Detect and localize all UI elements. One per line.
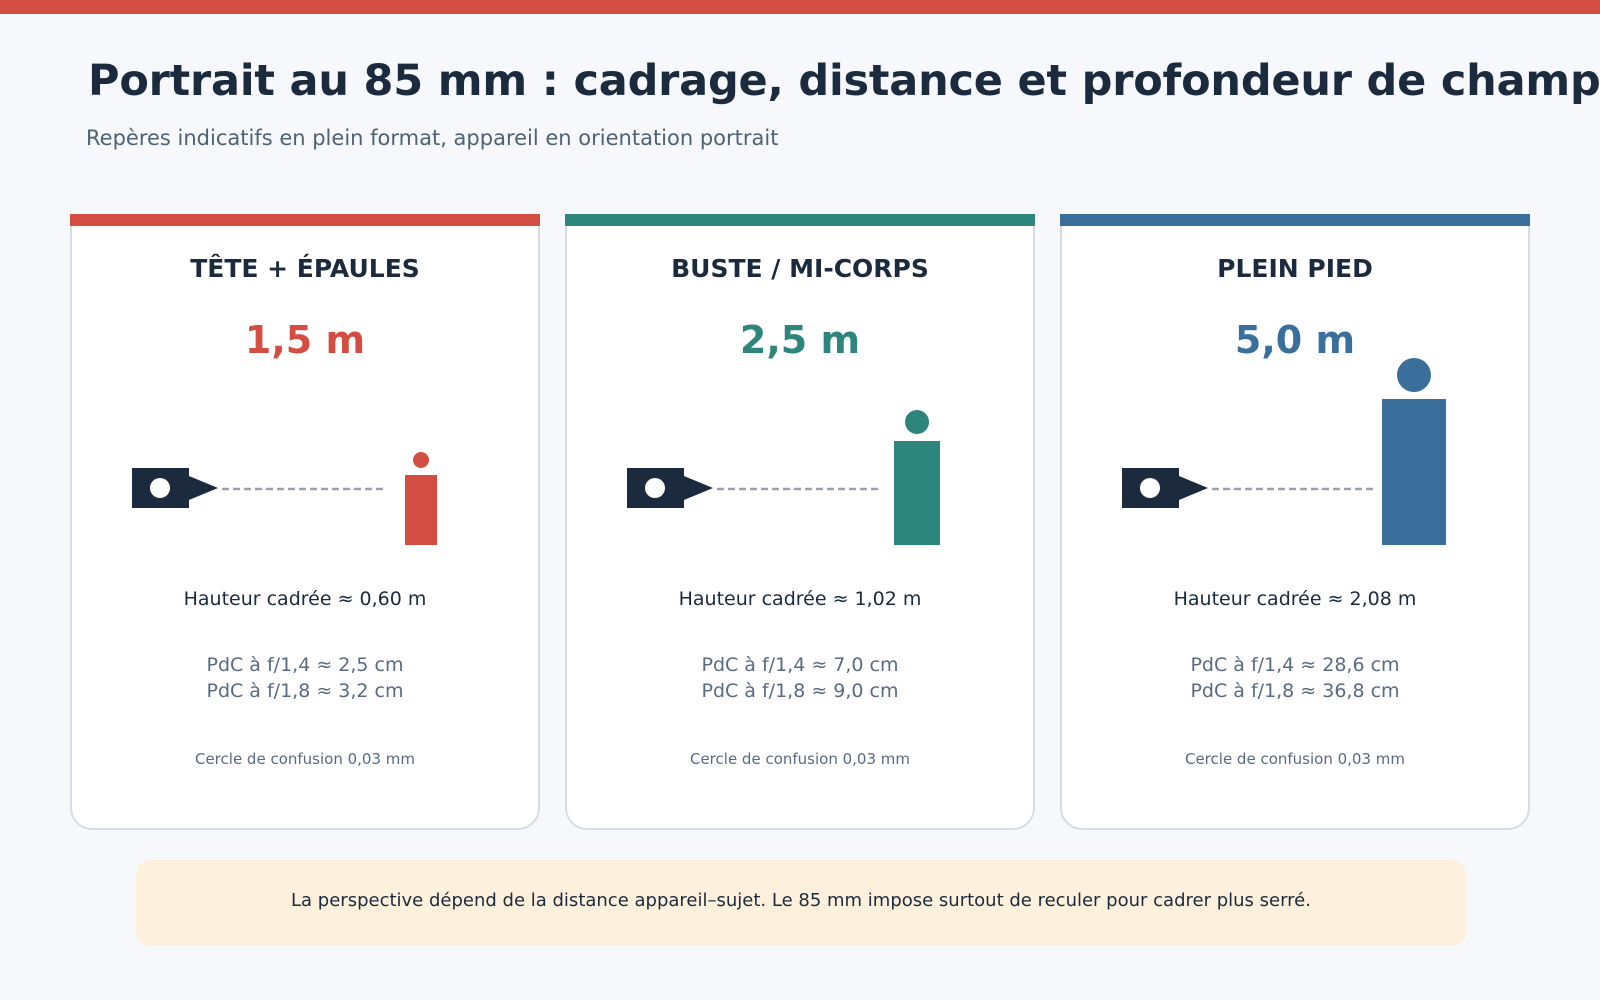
framing-card-head-shoulders: TÊTE + ÉPAULES 1,5 m Hauteur cadrée ≈ 0,…: [70, 214, 540, 830]
dof-f18: PdC à f/1,8 ≈ 3,2 cm: [206, 680, 404, 702]
card-accent-stripe: [1060, 214, 1530, 226]
camera-lens-dot: [1140, 478, 1160, 498]
person-body: [405, 475, 437, 545]
person-icon: [1382, 358, 1446, 545]
framed-height: Hauteur cadrée ≈ 0,60 m: [183, 588, 427, 610]
dof-f14: PdC à f/1,4 ≈ 2,5 cm: [206, 654, 404, 676]
person-icon: [894, 410, 940, 545]
dof-f18: PdC à f/1,8 ≈ 36,8 cm: [1190, 680, 1400, 702]
framed-height: Hauteur cadrée ≈ 1,02 m: [678, 588, 922, 610]
distance-illustration: [1122, 358, 1446, 545]
camera-lens-cone: [684, 476, 713, 500]
camera-icon: [132, 468, 218, 508]
camera-icon: [1122, 468, 1208, 508]
distance-illustration: [627, 410, 940, 545]
card-distance: 1,5 m: [244, 318, 366, 362]
framed-height: Hauteur cadrée ≈ 2,08 m: [1173, 588, 1417, 610]
person-icon: [405, 452, 437, 545]
distance-illustration: [132, 452, 437, 545]
dof-f18: PdC à f/1,8 ≈ 9,0 cm: [701, 680, 899, 702]
framing-card-bust: BUSTE / MI-CORPS 2,5 m Hauteur cadrée ≈ …: [565, 214, 1035, 830]
card-title: PLEIN PIED: [1217, 254, 1373, 283]
framing-card-full-body: PLEIN PIED 5,0 m Hauteur cadrée ≈ 2,08 m…: [1060, 214, 1530, 830]
person-body: [894, 441, 940, 545]
circle-of-confusion-note: Cercle de confusion 0,03 mm: [194, 750, 415, 768]
circle-of-confusion-note: Cercle de confusion 0,03 mm: [689, 750, 910, 768]
person-head: [1397, 358, 1431, 392]
camera-lens-cone: [1179, 476, 1208, 500]
camera-lens-dot: [150, 478, 170, 498]
camera-icon: [627, 468, 713, 508]
dof-f14: PdC à f/1,4 ≈ 7,0 cm: [701, 654, 899, 676]
person-head: [905, 410, 929, 434]
card-title: BUSTE / MI-CORPS: [671, 254, 929, 283]
camera-lens-dot: [645, 478, 665, 498]
card-distance: 5,0 m: [1234, 318, 1356, 362]
camera-lens-cone: [189, 476, 218, 500]
person-head: [413, 452, 429, 468]
page-title: Portrait au 85 mm : cadrage, distance et…: [88, 56, 1600, 106]
footer-note: La perspective dépend de la distance app…: [136, 860, 1466, 946]
circle-of-confusion-note: Cercle de confusion 0,03 mm: [1184, 750, 1405, 768]
card-accent-stripe: [565, 214, 1035, 226]
page-subtitle: Repères indicatifs en plein format, appa…: [86, 126, 779, 150]
card-accent-stripe: [70, 214, 540, 226]
person-body: [1382, 399, 1446, 545]
dof-f14: PdC à f/1,4 ≈ 28,6 cm: [1190, 654, 1400, 676]
top-accent-bar: [0, 0, 1600, 14]
card-distance: 2,5 m: [739, 318, 861, 362]
footer-note-text: La perspective dépend de la distance app…: [291, 890, 1311, 911]
card-title: TÊTE + ÉPAULES: [190, 254, 420, 283]
